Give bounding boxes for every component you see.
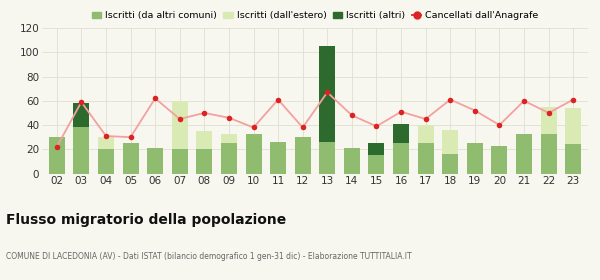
Bar [393,143,409,174]
Bar [270,142,286,174]
Text: Flusso migratorio della popolazione: Flusso migratorio della popolazione [6,213,286,227]
Bar [172,149,188,174]
Text: COMUNE DI LACEDONIA (AV) - Dati ISTAT (bilancio demografico 1 gen-31 dic) - Elab: COMUNE DI LACEDONIA (AV) - Dati ISTAT (b… [6,252,412,261]
Bar [73,127,89,174]
Bar [172,101,188,149]
Bar [196,149,212,174]
Bar [147,148,163,174]
Bar [73,103,89,127]
Bar [491,146,508,174]
Bar [541,107,557,134]
Bar [418,125,434,143]
Bar [49,137,65,174]
Bar [442,130,458,154]
Bar [418,143,434,174]
Bar [516,134,532,174]
Bar [221,143,237,174]
Bar [467,143,483,174]
Bar [344,148,360,174]
Bar [98,149,114,174]
Bar [442,154,458,174]
Bar [295,137,311,174]
Bar [98,137,114,149]
Bar [565,144,581,174]
Bar [368,143,385,155]
Bar [565,108,581,144]
Bar [541,134,557,174]
Bar [368,155,385,174]
Bar [122,143,139,174]
Legend: Iscritti (da altri comuni), Iscritti (dall'estero), Iscritti (altri), Cancellati: Iscritti (da altri comuni), Iscritti (da… [92,11,538,20]
Bar [221,134,237,143]
Bar [245,134,262,174]
Bar [393,124,409,143]
Bar [196,131,212,149]
Bar [319,142,335,174]
Bar [319,46,335,142]
